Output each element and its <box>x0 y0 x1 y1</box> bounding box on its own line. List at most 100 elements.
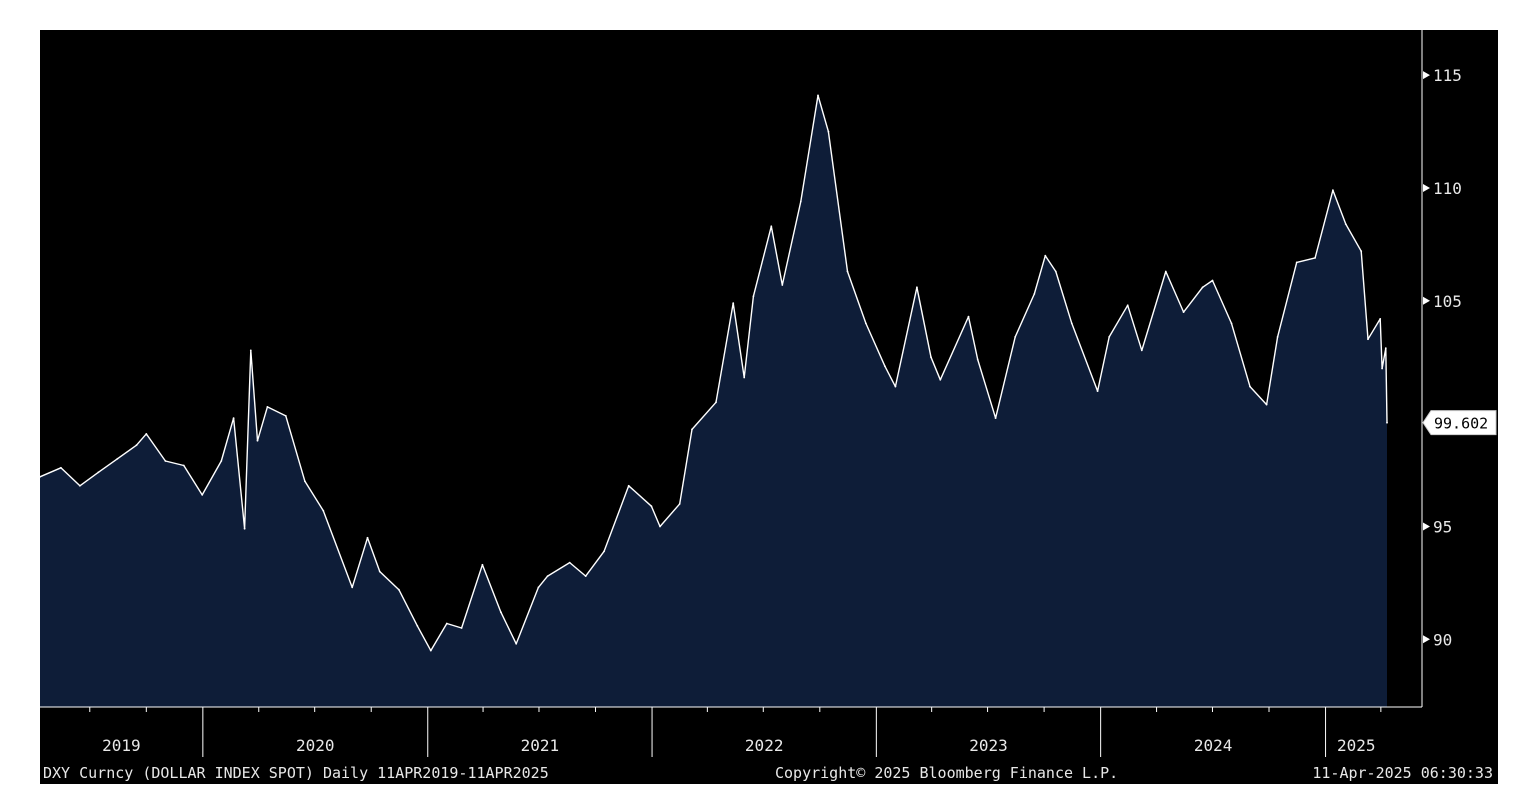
data-point-28 <box>500 611 502 614</box>
data-point-82 <box>1379 318 1382 320</box>
timestamp-label: 11-Apr-2025 06:30:33 <box>1312 764 1493 782</box>
security-description: DXY Curncy (DOLLAR INDEX SPOT) Daily 11A… <box>43 764 549 782</box>
data-point-4 <box>116 457 119 460</box>
x-tick-label-2023: 2023 <box>969 736 1008 755</box>
data-point-9 <box>201 494 204 496</box>
data-point-12 <box>243 527 246 530</box>
data-point-21 <box>378 570 381 573</box>
data-point-72 <box>1230 322 1233 325</box>
data-point-44 <box>770 225 773 228</box>
data-point-83 <box>1381 367 1383 370</box>
x-tick-label-2021: 2021 <box>521 736 560 755</box>
data-point-81 <box>1367 338 1369 341</box>
data-point-48 <box>827 130 830 133</box>
ticker-label: DXY Curncy <box>43 764 134 782</box>
data-point-27 <box>481 563 484 566</box>
x-tick-label-2020: 2020 <box>296 736 335 755</box>
data-point-76 <box>1295 261 1298 264</box>
data-point-24 <box>429 649 432 652</box>
copyright-notice: Copyright© 2025 Bloomberg Finance L.P. <box>775 764 1119 782</box>
data-point-84 <box>1384 347 1387 350</box>
data-point-38 <box>678 503 681 505</box>
data-point-34 <box>603 550 605 553</box>
data-point-53 <box>916 286 918 289</box>
data-point-64 <box>1096 390 1099 392</box>
data-point-26 <box>460 627 463 629</box>
data-point-40 <box>715 401 717 404</box>
chart-frame: 90 95 105 110 115 99.602 2019 2020 2021 2022 2023 2… <box>40 30 1498 784</box>
data-point-69 <box>1182 311 1185 313</box>
data-point-33 <box>584 575 587 577</box>
data-point-17 <box>304 480 306 483</box>
chart-svg: 90 95 105 110 115 99.602 2019 2020 2021 2022 2023 2… <box>40 30 1497 757</box>
data-point-29 <box>515 642 518 645</box>
data-point-5 <box>135 444 138 447</box>
data-point-19 <box>351 586 354 589</box>
data-point-47 <box>817 94 819 97</box>
data-point-61 <box>1044 254 1047 257</box>
data-point-22 <box>398 588 400 591</box>
data-point-65 <box>1108 336 1111 338</box>
data-point-25 <box>445 622 448 625</box>
y-tick-label-95: 95 <box>1433 517 1452 536</box>
data-point-20 <box>366 536 369 539</box>
y-tick-label-105: 105 <box>1433 292 1462 311</box>
y-tick-105 <box>1423 296 1430 305</box>
x-tick-label-2019: 2019 <box>102 736 141 755</box>
data-point-0 <box>40 475 41 478</box>
data-point-13 <box>249 349 252 352</box>
data-point-73 <box>1249 385 1251 388</box>
data-point-39 <box>691 428 693 431</box>
x-tick-label-2025: 2025 <box>1337 736 1376 755</box>
x-tick-label-2024: 2024 <box>1194 736 1233 755</box>
y-tick-115 <box>1423 71 1430 80</box>
data-point-51 <box>884 365 886 368</box>
last-value-tag <box>1422 410 1497 436</box>
data-point-1 <box>60 466 62 469</box>
series-line <box>40 94 1388 652</box>
series-area <box>40 95 1387 707</box>
y-tick-label-110: 110 <box>1433 179 1462 198</box>
data-point-57 <box>976 358 979 361</box>
data-point-58 <box>994 417 997 419</box>
data-point-66 <box>1126 304 1129 307</box>
data-point-15 <box>266 406 269 408</box>
data-point-36 <box>650 505 653 508</box>
date-range-label: 11APR2019-11APR2025 <box>377 764 549 782</box>
data-point-32 <box>568 561 571 564</box>
data-point-71 <box>1211 279 1214 282</box>
data-point-2 <box>79 484 81 487</box>
data-point-80 <box>1360 250 1363 253</box>
data-point-42 <box>743 376 746 379</box>
data-point-35 <box>627 484 630 487</box>
data-point-30 <box>537 586 540 589</box>
y-tick-110 <box>1423 183 1430 192</box>
data-point-77 <box>1314 257 1316 259</box>
frequency-label: Daily <box>322 764 369 782</box>
data-point-60 <box>1033 293 1036 295</box>
data-point-85 <box>1386 421 1388 424</box>
data-point-75 <box>1276 336 1279 338</box>
data-point-52 <box>894 385 897 388</box>
data-point-67 <box>1140 349 1143 352</box>
data-point-6 <box>145 433 148 435</box>
data-point-3 <box>97 471 100 474</box>
data-point-70 <box>1201 286 1204 289</box>
data-point-43 <box>752 295 755 298</box>
y-tick-90 <box>1423 635 1430 644</box>
instrument-name: DOLLAR INDEX SPOT <box>151 764 305 782</box>
y-tick-95 <box>1423 522 1430 531</box>
data-point-45 <box>781 284 784 286</box>
data-point-7 <box>164 460 167 462</box>
last-value-label: 99.602 <box>1434 415 1488 433</box>
data-point-79 <box>1344 223 1347 226</box>
y-tick-label-90: 90 <box>1433 630 1452 649</box>
data-point-37 <box>659 525 661 528</box>
data-point-54 <box>930 356 932 359</box>
data-point-18 <box>322 509 325 512</box>
data-point-46 <box>799 200 802 203</box>
x-tick-label-2022: 2022 <box>745 736 784 755</box>
data-point-14 <box>256 439 259 442</box>
data-point-59 <box>1014 336 1017 338</box>
data-point-74 <box>1265 403 1268 406</box>
